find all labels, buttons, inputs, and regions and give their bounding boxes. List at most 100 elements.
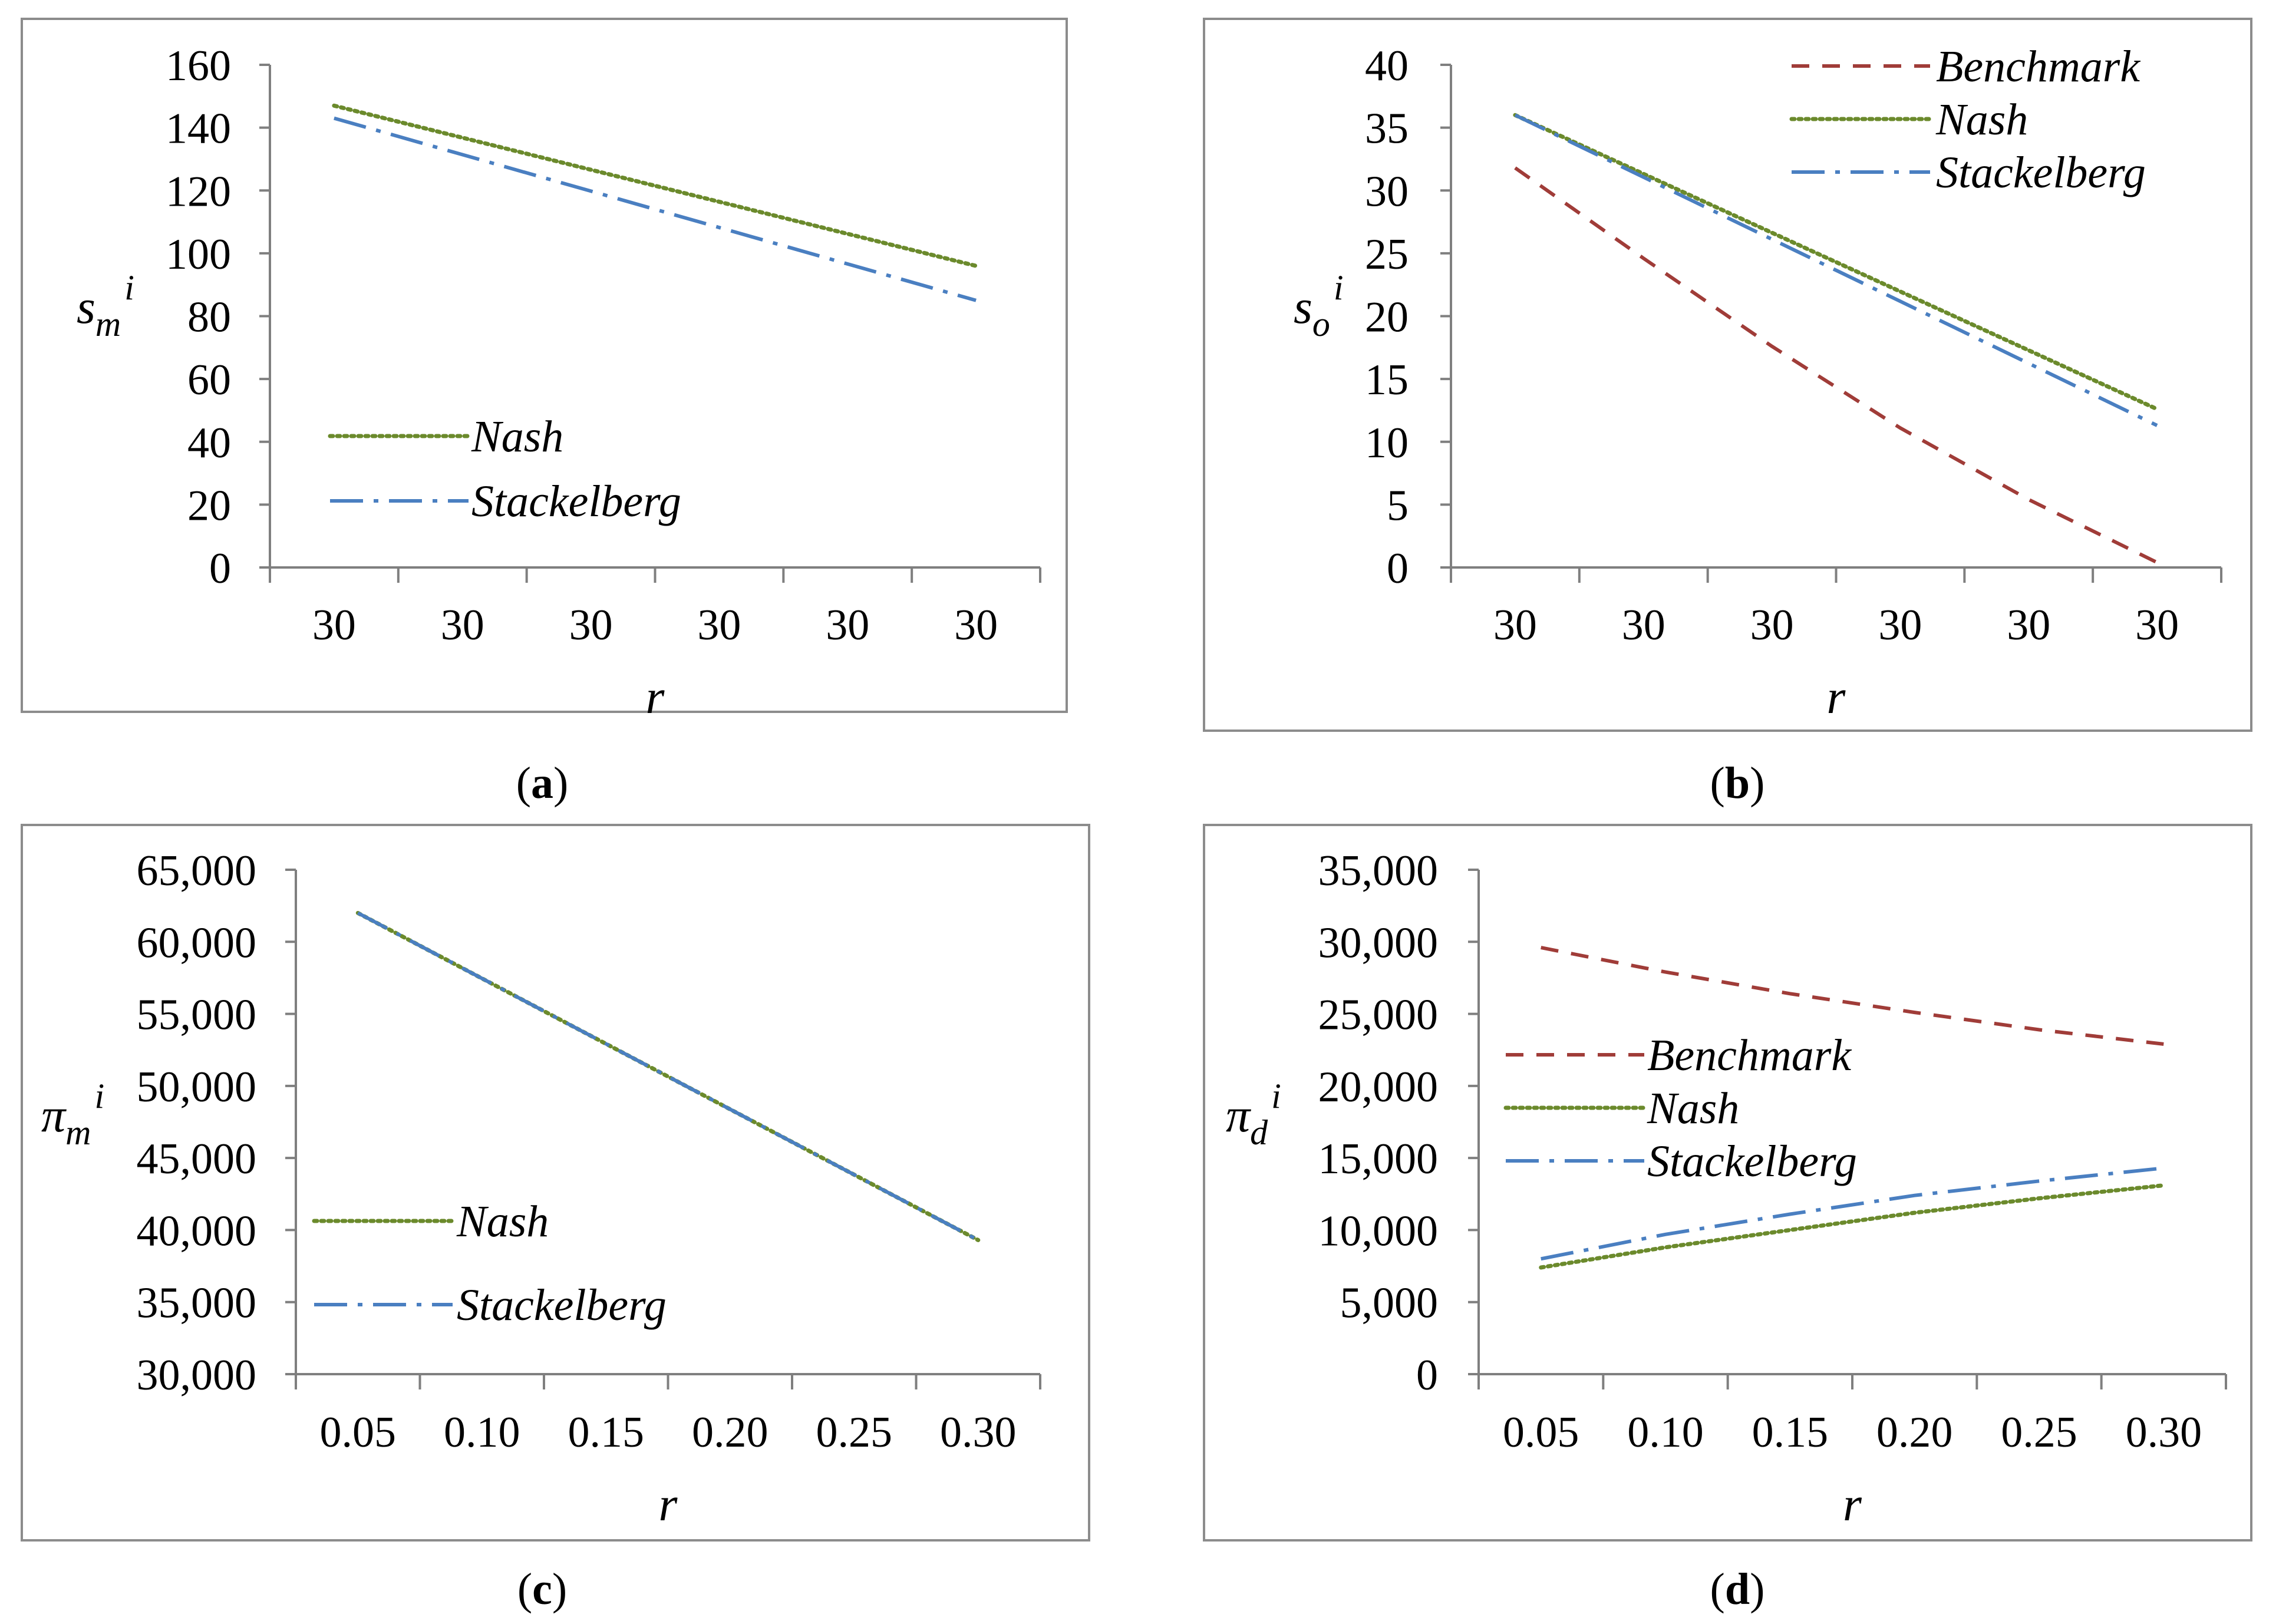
series-line-stackelberg: [1541, 1166, 2164, 1261]
y-tick-label: 15,000: [1318, 1135, 1439, 1183]
x-tick-label: 0.10: [1627, 1408, 1704, 1457]
y-tick-label: 140: [166, 105, 231, 153]
legend-label-nash: Nash: [456, 1197, 549, 1246]
x-axis-label: r: [1827, 670, 1846, 724]
series-line-nash: [1539, 1183, 2166, 1270]
chart-frame: [21, 18, 1068, 713]
y-axis-label: πdi: [1226, 1077, 1281, 1152]
x-axis-label: r: [1843, 1477, 1862, 1531]
y-tick-label: 65,000: [137, 847, 257, 895]
y-tick-label: 160: [166, 42, 231, 90]
y-tick-label: 55,000: [137, 991, 257, 1039]
chart-panel-b: 0 5 10 15 20 25 30 35 40 30 30 30 30 30 30 r soi Benchmar…: [1203, 18, 2252, 732]
x-tick-label: 0.15: [1752, 1408, 1829, 1457]
y-tick-label: 30,000: [137, 1351, 257, 1399]
y-tick-label: 60,000: [137, 919, 257, 967]
y-tick-label: 20,000: [1318, 1063, 1439, 1111]
x-tick-label: 30: [826, 601, 869, 649]
x-axis-label: r: [659, 1477, 678, 1531]
panel-caption: (c): [517, 1564, 567, 1614]
y-tick-label: 15: [1365, 356, 1409, 404]
y-tick-label: 35: [1365, 105, 1409, 153]
x-axis-label: r: [646, 670, 665, 724]
y-tick-label: 0: [1387, 544, 1409, 593]
chart-frame: [1203, 824, 2252, 1542]
y-tick-label: 60: [187, 356, 231, 404]
x-tick-label: 0.05: [1503, 1408, 1579, 1457]
legend-label-stackelberg: Stackelberg: [457, 1280, 667, 1330]
y-axis-label: πmi: [41, 1077, 104, 1152]
y-tick-label: 40: [187, 419, 231, 467]
legend: Nash Stackelberg: [328, 412, 681, 526]
y-tick-label: 40: [1365, 42, 1409, 90]
legend-label-benchmark: Benchmark: [1936, 42, 2140, 91]
y-tick-label: 80: [187, 293, 231, 342]
y-tick-label: 45,000: [137, 1135, 257, 1183]
y-tick-label: 0: [1416, 1351, 1438, 1399]
x-tick-label: 30: [1493, 601, 1537, 649]
y-tick-label: 25: [1365, 230, 1409, 279]
y-tick-label: 120: [166, 167, 231, 216]
y-tick-label: 35,000: [137, 1279, 257, 1328]
series-line-benchmark: [1541, 946, 2164, 1046]
y-tick-label: 0: [209, 544, 231, 593]
x-tick-label: 30: [1878, 601, 1922, 649]
x-tick-label: 30: [2007, 601, 2050, 649]
y-axis-label: smi: [77, 268, 134, 344]
y-tick-label: 30,000: [1318, 919, 1439, 967]
y-tick-label: 5,000: [1340, 1279, 1439, 1328]
chart-panel-c: 30,000 35,000 40,000 45,000 50,000 55,000 60,0…: [21, 824, 1090, 1542]
y-tick-label: 25,000: [1318, 991, 1439, 1039]
y-tick-label: 100: [166, 230, 231, 279]
x-tick-label: 30: [697, 601, 741, 649]
legend-label-nash: Nash: [471, 412, 563, 461]
chart-frame: [1203, 18, 2252, 732]
series-line-benchmark: [1514, 166, 2158, 565]
x-tick-label: 0.20: [1876, 1408, 1953, 1457]
chart-panel-d: 0 5,000 10,000 15,000 20,000 25,000 30,000 35,0…: [1203, 824, 2252, 1542]
x-tick-label: 0.30: [940, 1408, 1017, 1457]
y-tick-label: 10: [1365, 419, 1409, 467]
legend-label-nash: Nash: [1935, 95, 2028, 144]
series-line-nash: [1513, 113, 2159, 411]
legend-label-stackelberg: Stackelberg: [1936, 148, 2146, 197]
series-line-stackelberg: [334, 116, 977, 302]
legend-label-nash: Nash: [1647, 1084, 1739, 1133]
series-line-stackelberg: [1514, 113, 2158, 427]
x-tick-label: 30: [312, 601, 356, 649]
x-tick-label: 30: [2135, 601, 2179, 649]
x-tick-label: 0.20: [692, 1408, 769, 1457]
y-tick-label: 50,000: [137, 1063, 257, 1111]
x-tick-label: 0.25: [816, 1408, 893, 1457]
legend-label-benchmark: Benchmark: [1647, 1031, 1852, 1080]
x-tick-label: 30: [1750, 601, 1794, 649]
panel-caption: (b): [1710, 758, 1765, 808]
legend-label-stackelberg: Stackelberg: [471, 477, 681, 526]
y-tick-label: 10,000: [1318, 1207, 1439, 1255]
x-tick-label: 30: [1622, 601, 1665, 649]
legend-label-stackelberg: Stackelberg: [1647, 1137, 1857, 1186]
series-line-nash: [332, 103, 978, 268]
x-tick-label: 0.05: [320, 1408, 397, 1457]
series-line-nash: [355, 910, 981, 1242]
y-tick-label: 40,000: [137, 1207, 257, 1255]
y-tick-label: 30: [1365, 167, 1409, 216]
panel-caption: (d): [1710, 1564, 1765, 1614]
chart-panel-a: 0 20 40 60 80 100 120 140 160 30 30 30 30 30 30 r smi Nas…: [21, 18, 1068, 724]
x-tick-label: 30: [569, 601, 613, 649]
chart-frame: [21, 824, 1090, 1542]
y-axis-label: soi: [1294, 268, 1344, 344]
legend: Nash Stackelberg: [312, 1197, 667, 1330]
panel-caption: (a): [516, 758, 569, 808]
x-tick-label: 30: [954, 601, 998, 649]
x-tick-label: 30: [441, 601, 484, 649]
x-tick-label: 0.25: [2001, 1408, 2077, 1457]
y-tick-label: 20: [187, 481, 231, 530]
x-tick-label: 0.15: [568, 1408, 645, 1457]
y-tick-label: 20: [1365, 293, 1409, 342]
x-tick-label: 0.10: [444, 1408, 520, 1457]
y-tick-label: 35,000: [1318, 847, 1439, 895]
